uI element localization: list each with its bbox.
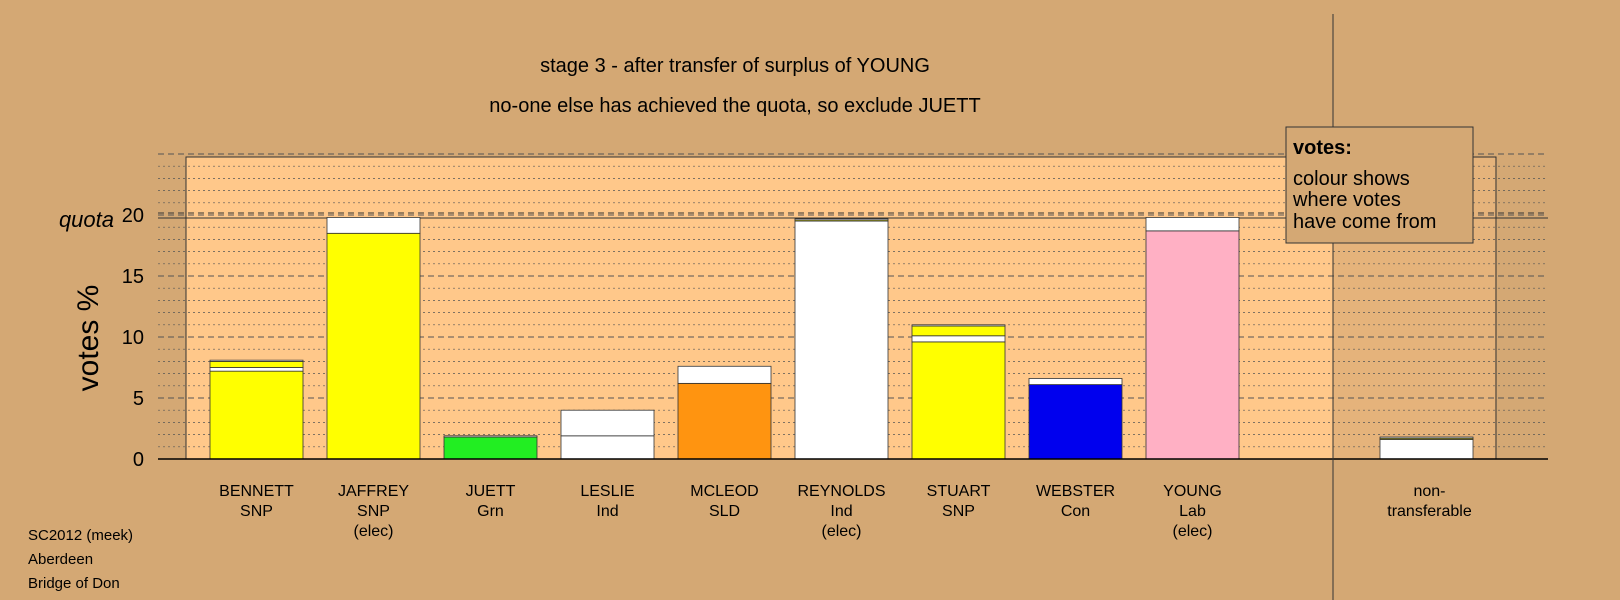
footer: SC2012 (meek) Aberdeen Bridge of Don	[28, 527, 133, 592]
x-label-jaffrey-line-2: (elec)	[353, 523, 393, 540]
x-label-stuart-line-0: STUART	[927, 483, 991, 500]
x-label-bennett-line-0: BENNETT	[219, 483, 294, 500]
bar-stuart-segment-1	[911, 335, 1006, 343]
bar-mcleod-segment-0	[677, 382, 772, 460]
bar-webster-segment-1	[1028, 378, 1123, 385]
x-label-stuart-line-1: SNP	[942, 503, 975, 520]
chart-title: stage 3 - after transfer of surplus of Y…	[540, 55, 930, 77]
x-label-mcleod-line-1: SLD	[709, 503, 740, 520]
x-label-leslie-line-0: LESLIE	[580, 483, 634, 500]
y-tick-label: 5	[133, 388, 144, 410]
x-label-bennett-line-1: SNP	[240, 503, 273, 520]
bar-bennett-segment-1	[209, 367, 304, 372]
x-label-leslie-line-1: Ind	[596, 503, 618, 520]
bar-mcleod	[677, 365, 772, 460]
footer-line-2: Aberdeen	[28, 551, 93, 568]
bar-bennett-segment-0	[209, 370, 304, 460]
bars	[209, 217, 1474, 460]
bar-webster-segment-0	[1028, 384, 1123, 460]
legend-line-1: colour shows	[1293, 168, 1410, 190]
bar-nontransferable-segment-2	[1379, 436, 1474, 439]
y-tick-label: 15	[122, 266, 144, 288]
bar-juett-segment-1	[443, 435, 538, 438]
footer-line-1: SC2012 (meek)	[28, 527, 133, 544]
x-label-jaffrey-line-1: SNP	[357, 503, 390, 520]
bar-leslie-segment-0	[560, 435, 655, 460]
x-label-webster-line-0: WEBSTER	[1036, 483, 1115, 500]
x-label-reynolds-line-0: REYNOLDS	[797, 483, 885, 500]
x-label-webster-line-1: Con	[1061, 503, 1090, 520]
x-label-reynolds-line-2: (elec)	[821, 523, 861, 540]
x-label-mcleod-line-0: MCLEOD	[690, 483, 758, 500]
x-label-nontransferable-line-0: non-	[1413, 483, 1445, 500]
bar-juett-segment-0	[443, 436, 538, 460]
quota-label: quota	[59, 207, 114, 232]
x-label-young-line-1: Lab	[1179, 503, 1206, 520]
legend-line-3: have come from	[1293, 211, 1436, 233]
chart-subtitle: no-one else has achieved the quota, so e…	[489, 95, 980, 117]
x-label-reynolds-line-1: Ind	[830, 503, 852, 520]
y-axis-label: votes %	[72, 285, 105, 392]
legend-title: votes:	[1293, 137, 1352, 159]
x-label-young-line-0: YOUNG	[1163, 483, 1222, 500]
bar-leslie	[560, 409, 655, 460]
bar-webster	[1028, 378, 1123, 460]
bar-bennett-segment-3	[209, 359, 304, 362]
bar-juett	[443, 435, 538, 460]
legend-line-2: where votes	[1292, 189, 1401, 211]
bar-stuart-segment-0	[911, 341, 1006, 460]
bar-reynolds-segment-0	[794, 220, 889, 460]
bar-leslie-segment-1	[560, 409, 655, 437]
y-tick-label: 0	[133, 449, 144, 471]
bar-bennett-segment-2	[209, 360, 304, 368]
x-label-juett-line-1: Grn	[477, 503, 504, 520]
x-label-juett-line-0: JUETT	[466, 483, 516, 500]
labels: BENNETT SNP JAFFREY SNP (elec) JUETT Grn LESLIE…	[219, 483, 1472, 540]
x-label-jaffrey-line-0: JAFFREY	[338, 483, 409, 500]
legend: votes: colour shows where votes have com…	[1285, 126, 1474, 244]
bar-jaffrey-segment-1	[326, 217, 421, 234]
y-tick-label: 20	[122, 205, 144, 227]
footer-line-3: Bridge of Don	[28, 575, 120, 592]
bar-young	[1145, 217, 1240, 460]
axes: 0 5 10 15 20	[122, 14, 1548, 600]
bar-stuart-segment-3	[911, 324, 1006, 327]
bar-young-segment-0	[1145, 230, 1240, 460]
bar-bennett	[209, 359, 304, 460]
bar-jaffrey-segment-0	[326, 232, 421, 460]
x-label-nontransferable-line-1: transferable	[1387, 503, 1472, 520]
bar-reynolds-segment-2	[794, 218, 889, 221]
legend-box	[1285, 126, 1474, 244]
bar-mcleod-segment-1	[677, 365, 772, 384]
bar-nontransferable-segment-0	[1379, 439, 1474, 460]
bar-stuart-segment-2	[911, 325, 1006, 337]
bar-young-segment-1	[1145, 217, 1240, 232]
bar-reynolds	[794, 218, 889, 460]
bar-nontransferable	[1379, 436, 1474, 460]
y-tick-label: 10	[122, 327, 144, 349]
bar-jaffrey	[326, 217, 421, 460]
bar-stuart	[911, 324, 1006, 460]
x-label-young-line-2: (elec)	[1172, 523, 1212, 540]
